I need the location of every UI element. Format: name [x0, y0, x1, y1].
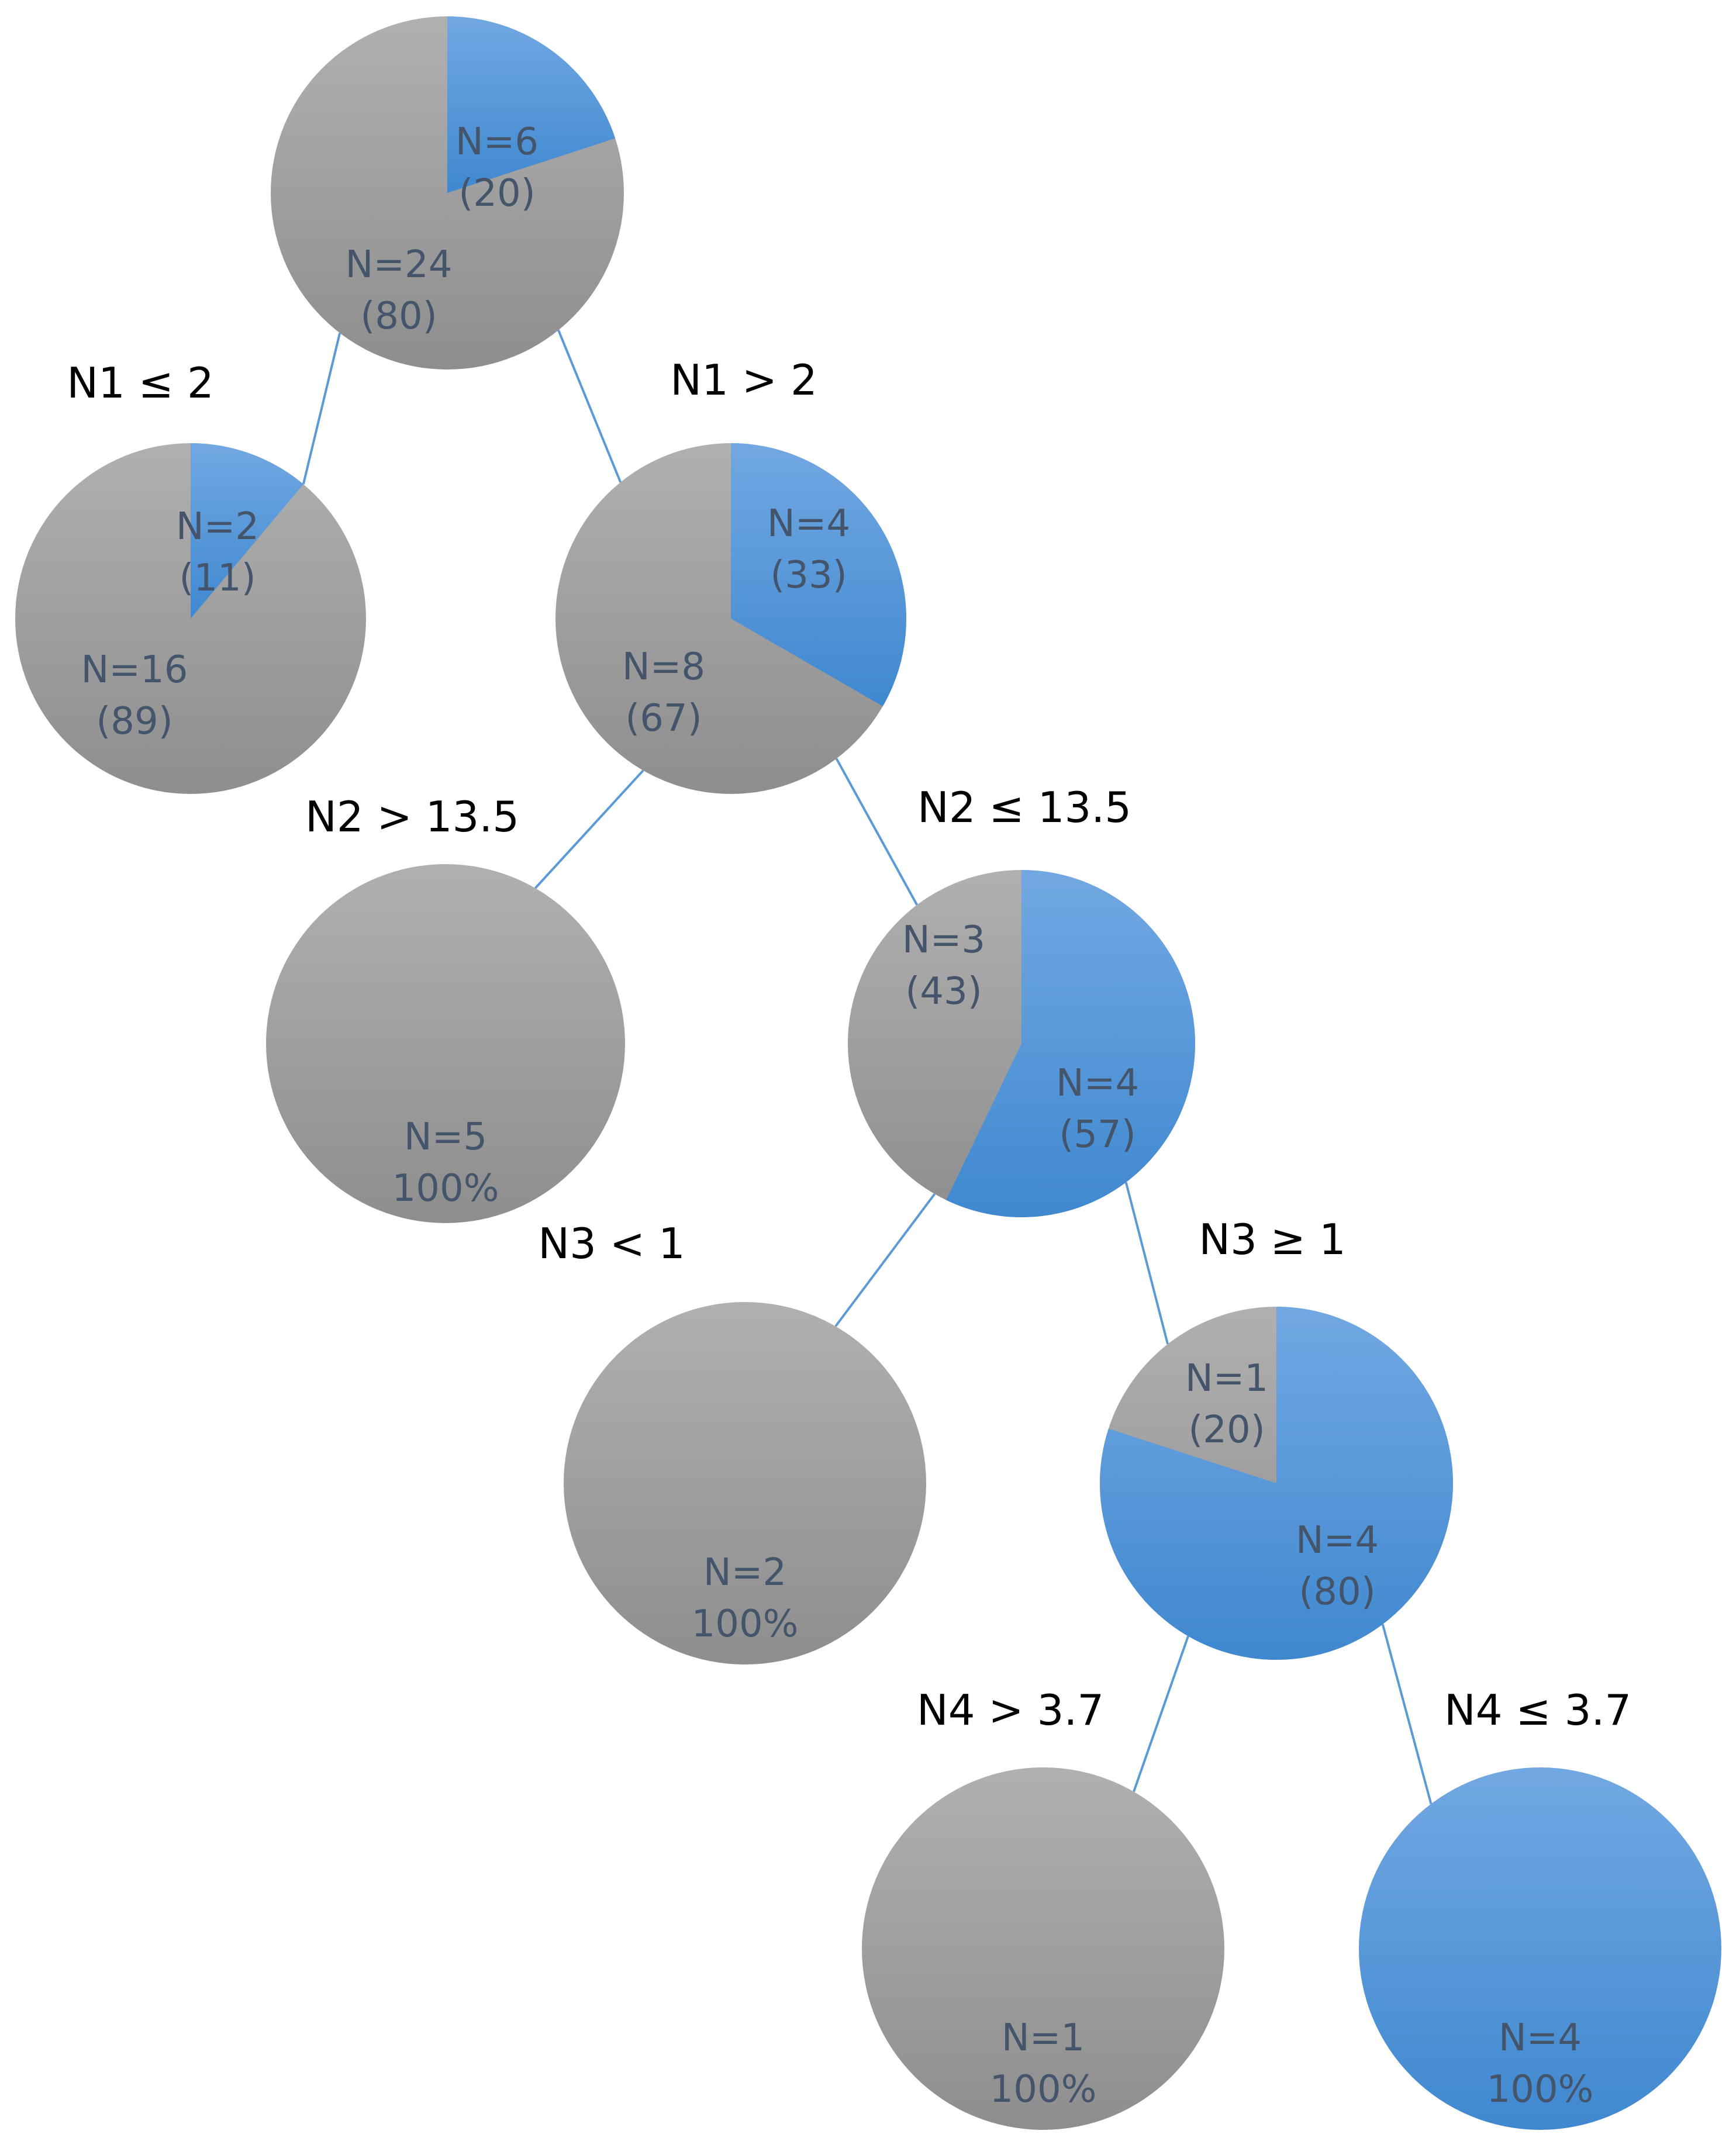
tree-edge-n4-le: [1381, 1624, 1433, 1804]
split-condition-label: N1 ≤ 2: [67, 358, 214, 408]
slice-percent-label: 100%: [692, 1603, 799, 1646]
slice-count-label: N=24: [346, 243, 453, 286]
tree-edge-n3-ge: [1124, 1182, 1169, 1345]
slice-count-label: N=2: [703, 1551, 786, 1594]
pie-slice-blue-n4-le: [1359, 1767, 1721, 2130]
tree-node-n3-lt: N=2 100%: [564, 1302, 926, 1664]
tree-node-n2-le: N=3 (43) N=4 (57): [848, 870, 1195, 1217]
nodes-layer: N=24 (80) N=6 (20) N=16 (89) N=2 (11) N=8 (67) N=4…: [15, 16, 1721, 2130]
slice-percent-label: 100%: [392, 1167, 499, 1210]
tree-edge-n2-le: [835, 758, 919, 906]
split-condition-label: N2 > 13.5: [305, 792, 519, 841]
slice-count-label: N=4: [767, 502, 850, 545]
slice-percent-label: (80): [1299, 1570, 1375, 1614]
split-condition-label: N4 ≤ 3.7: [1444, 1686, 1631, 1735]
tree-node-root: N=24 (80) N=6 (20): [271, 16, 624, 369]
pie-slice-blue-root: [447, 16, 616, 193]
slice-count-label: N=2: [176, 505, 259, 548]
slice-percent-label: (20): [1188, 1408, 1265, 1452]
split-condition-label: N3 ≥ 1: [1199, 1215, 1346, 1264]
slice-percent-label: (67): [625, 697, 702, 740]
slice-percent-label: (43): [905, 970, 982, 1013]
slice-count-label: N=1: [1002, 2016, 1085, 2060]
slice-count-label: N=5: [404, 1116, 487, 1159]
pie-slice-blue-n1-le: [191, 443, 303, 619]
slice-percent-label: (20): [458, 172, 535, 215]
tree-node-n4-le: N=4 100%: [1359, 1767, 1721, 2130]
split-condition-label: N4 > 3.7: [917, 1686, 1104, 1735]
slice-percent-label: (80): [360, 295, 437, 338]
slice-percent-label: 100%: [1487, 2068, 1594, 2111]
slice-count-label: N=8: [622, 645, 705, 689]
slice-count-label: N=1: [1185, 1357, 1268, 1400]
pie-slice-blue-n2-le: [946, 870, 1195, 1217]
edges-layer: [302, 329, 1433, 1804]
slice-percent-label: (57): [1059, 1113, 1136, 1156]
pie-slice-blue-n1-gt: [731, 443, 906, 706]
slice-count-label: N=3: [902, 918, 985, 962]
slice-count-label: N=4: [1499, 2016, 1582, 2060]
split-condition-label: N1 > 2: [670, 355, 817, 405]
pie-slice-grey-n3-lt: [564, 1302, 926, 1664]
tree-node-n1-gt: N=8 (67) N=4 (33): [555, 443, 906, 794]
slice-count-label: N=16: [81, 648, 188, 692]
tree-edge-n2-gt: [534, 769, 644, 889]
tree-node-n1-le: N=16 (89) N=2 (11): [15, 443, 366, 794]
pie-slice-grey-n2-gt: [266, 864, 625, 1223]
tree-edge-n1-gt: [557, 329, 622, 483]
conditions-layer: N1 ≤ 2 N1 > 2 N2 > 13.5 N2 ≤ 13.5 N3 < 1 N3 ≥…: [67, 355, 1631, 1735]
tree-edge-n4-gt: [1133, 1635, 1189, 1793]
slice-count-label: N=4: [1056, 1062, 1139, 1105]
pie-slice-blue-n3-ge: [1099, 1307, 1453, 1660]
tree-edge-n3-lt: [834, 1193, 936, 1327]
pie-slice-grey-n4-gt: [862, 1767, 1224, 2130]
tree-node-n2-gt: N=5 100%: [266, 864, 625, 1223]
split-condition-label: N2 ≤ 13.5: [917, 783, 1131, 832]
slice-count-label: N=4: [1296, 1519, 1379, 1562]
slice-percent-label: (11): [179, 557, 256, 600]
slice-percent-label: (89): [96, 700, 172, 743]
slice-count-label: N=6: [455, 120, 539, 164]
split-condition-label: N3 < 1: [538, 1219, 685, 1268]
slice-percent-label: (33): [770, 554, 847, 597]
tree-edge-n1-le: [302, 333, 341, 485]
tree-node-n4-gt: N=1 100%: [862, 1767, 1224, 2130]
slice-percent-label: 100%: [990, 2068, 1097, 2111]
tree-node-n3-ge: N=1 (20) N=4 (80): [1099, 1307, 1453, 1660]
